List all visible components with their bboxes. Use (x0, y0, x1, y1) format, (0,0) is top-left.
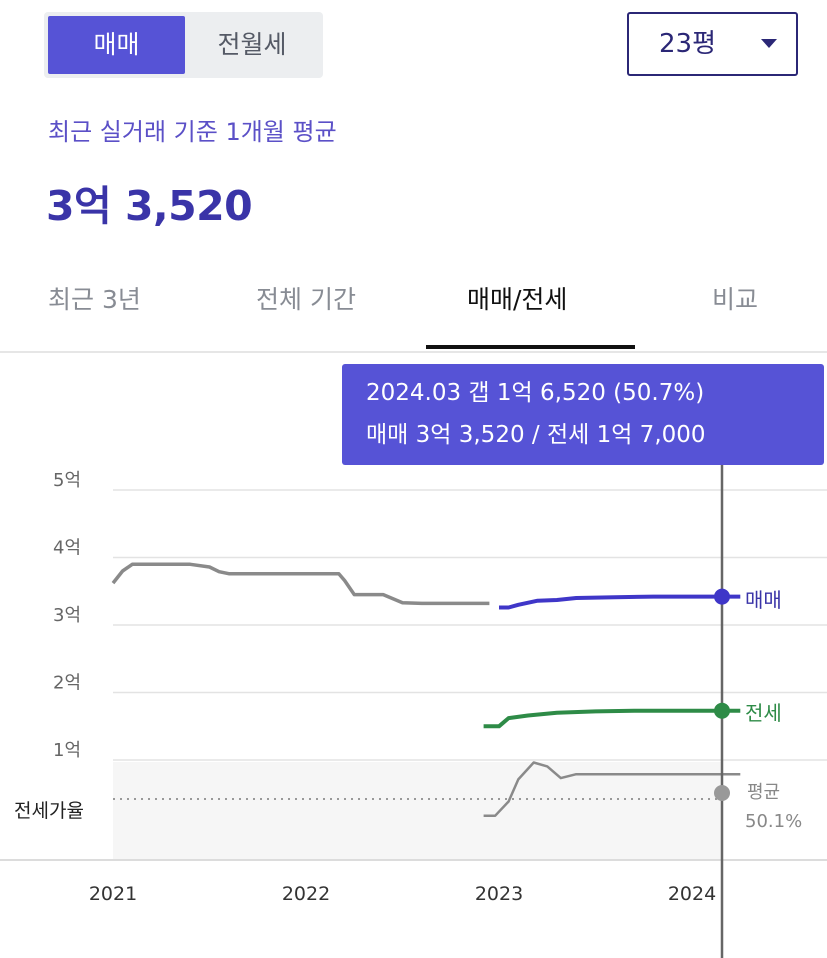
tabs-divider (0, 351, 827, 353)
tab-recent-3-years[interactable]: 최근 3년 (48, 285, 141, 314)
active-tab-underline (426, 345, 635, 349)
chevron-down-icon (761, 39, 777, 48)
series-sale-history-line (111, 562, 490, 606)
ratio-end-marker (714, 785, 730, 801)
x-tick-label: 2023 (475, 883, 523, 905)
tab-all-period[interactable]: 전체 기간 (256, 285, 356, 314)
jeonse-monthly-toggle-button[interactable]: 전월세 (217, 30, 287, 59)
sale-end-marker (714, 588, 730, 605)
x-tick-label: 2024 (668, 883, 716, 905)
y-tick-label: 4억 (53, 538, 81, 559)
ratio-average-label: 평균 (747, 782, 780, 803)
tooltip-price-line: 매매 3억 3,520 / 전세 1억 7,000 (366, 422, 706, 448)
jeonse-end-marker (714, 702, 730, 719)
ratio-area-background (113, 762, 723, 860)
jeonse-end-label: 전세 (745, 701, 782, 725)
series-jeonse-line (483, 708, 741, 729)
tab-compare[interactable]: 비교 (712, 285, 759, 314)
jeonse-ratio-label: 전세가율 (14, 800, 84, 822)
tab-sale-jeonse[interactable]: 매매/전세 (467, 285, 568, 314)
average-price-value: 3억 3,520 (46, 182, 253, 230)
series-jeonse-ratio-line (483, 761, 741, 818)
y-tick-label: 2억 (53, 673, 81, 694)
y-tick-label: 1억 (53, 740, 81, 761)
y-tick-label: 3억 (53, 605, 81, 626)
x-tick-label: 2022 (282, 883, 330, 905)
size-dropdown[interactable]: 23평 (627, 12, 798, 76)
chart-tooltip: 2024.03 갭 1억 6,520 (50.7%) 매매 3억 3,520 /… (342, 364, 824, 465)
average-price-caption: 최근 실거래 기준 1개월 평균 (48, 118, 337, 146)
ratio-average-value: 50.1% (745, 811, 802, 832)
x-tick-label: 2021 (89, 883, 137, 905)
series-sale-line (499, 594, 741, 610)
tooltip-gap-line: 2024.03 갭 1억 6,520 (50.7%) (366, 380, 705, 406)
size-dropdown-value: 23평 (659, 29, 717, 59)
sale-toggle-button[interactable]: 매매 (48, 16, 185, 74)
trade-type-toggle: 매매 전월세 (44, 12, 323, 78)
sale-end-label: 매매 (745, 588, 782, 612)
period-tabs: 최근 3년 전체 기간 매매/전세 비교 (0, 262, 827, 352)
y-tick-label: 5억 (53, 470, 81, 491)
